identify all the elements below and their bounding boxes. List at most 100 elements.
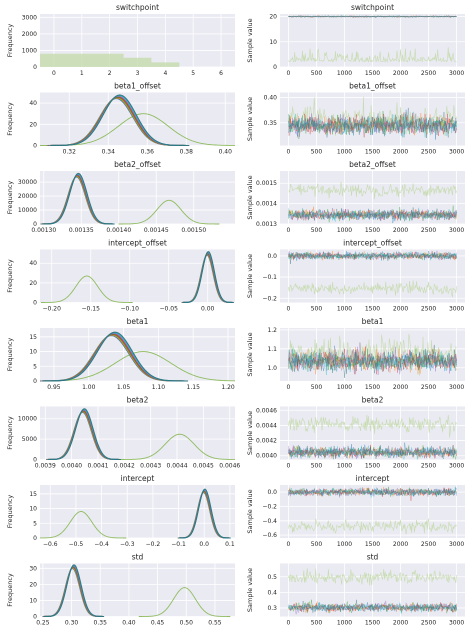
intercept-trace-title: intercept (356, 474, 390, 483)
x-tick-label: 5 (191, 70, 195, 77)
std-trace-ylabel: Sample value (246, 568, 254, 612)
x-tick-label: 2500 (421, 70, 436, 77)
switchpoint-trace-ylabel: Sample value (246, 18, 254, 62)
switchpoint-trace-lines (288, 14, 457, 63)
kde-chain-6 (182, 251, 234, 304)
beta1-density-axes-bg (40, 328, 235, 381)
trace-outlier-chain (288, 568, 457, 586)
intercept-density-title: intercept (121, 474, 155, 483)
trace-chain-6 (288, 486, 457, 497)
beta2_offset-trace-lines (288, 181, 457, 224)
x-tick-label: 0 (286, 149, 290, 156)
switchpoint-trace-title: switchpoint (351, 3, 394, 12)
y-tick-label: 1000 (22, 47, 37, 54)
x-tick-label: 0.35 (94, 620, 108, 627)
x-tick-label: 3 (136, 70, 140, 77)
x-tick-label: 2500 (421, 541, 436, 548)
x-tick-label: 0.40 (122, 620, 136, 627)
kde-outlier-chain (118, 199, 220, 225)
beta2-trace-ylabel: Sample value (246, 411, 254, 455)
y-tick-label: 15 (29, 491, 37, 498)
x-tick-label: 2000 (393, 620, 408, 627)
beta2-density-ylabel: Frequency (6, 416, 14, 450)
x-tick-label: 0.25 (36, 620, 50, 627)
kde-chain-6 (41, 331, 189, 382)
x-tick-label: 3000 (449, 70, 464, 77)
std-density-axes-bg (40, 563, 235, 617)
x-tick-label: 1500 (365, 463, 380, 470)
x-tick-label: −0.10 (121, 306, 140, 313)
x-tick-label: 2000 (393, 384, 408, 391)
x-tick-label: 0.45 (151, 620, 165, 627)
x-tick-label: 3000 (449, 384, 464, 391)
x-tick-label: 6 (219, 70, 223, 77)
y-tick-label: 0.3 (267, 605, 277, 612)
x-tick-label: 4 (163, 70, 167, 77)
kde-outlier-chain (118, 433, 235, 460)
x-tick-label: 500 (311, 463, 323, 470)
intercept_offset-density-axes-bg (40, 249, 235, 303)
kde-outlier-chain (40, 275, 133, 303)
x-tick-label: 1000 (337, 541, 352, 548)
trace-chain-6 (288, 107, 457, 139)
row-switchpoint: 0 1 2 3 4 5 60100020003000switchpointFrequency… (6, 3, 465, 77)
beta2-trace-lines (288, 414, 457, 460)
x-tick-label: 0.38 (180, 149, 194, 156)
beta1_offset-density-title: beta1_offset (114, 82, 161, 91)
x-tick-label: 2000 (393, 227, 408, 234)
kde-chain-6 (42, 172, 115, 225)
x-tick-label: 0 (286, 541, 290, 548)
x-tick-label: 1000 (337, 306, 352, 313)
x-tick-label: 1000 (337, 384, 352, 391)
row-std: 0.25 0.30 0.35 0.40 0.45 0.50 0.550102030stdFr… (6, 553, 465, 627)
x-tick-label: 1000 (337, 463, 352, 470)
std-density-title: std (132, 553, 144, 562)
y-tick-label: 10 (29, 506, 37, 513)
x-tick-label: 1000 (337, 149, 352, 156)
x-tick-label: 0.0045 (193, 463, 214, 470)
x-tick-label: 0.0040 (61, 463, 82, 470)
trace-chain-6 (288, 444, 457, 460)
y-tick-label: 0.0044 (256, 422, 277, 429)
beta1-density-ylabel: Frequency (6, 338, 14, 372)
beta2-density-axes-bg (40, 406, 235, 460)
x-tick-label: 0.40 (219, 149, 233, 156)
beta2-trace-plot: 0 500 1000 1500 2000 2500 3000 0.0040 0.0042 0.00… (246, 396, 465, 470)
y-tick-label: 10000 (18, 207, 37, 214)
x-tick-label: 2000 (393, 149, 408, 156)
x-tick-label: 500 (311, 541, 323, 548)
std-density-ylabel: Frequency (6, 573, 14, 607)
x-tick-label: 0 (286, 70, 290, 77)
beta2-density-plot: 0.0039 0.0040 0.0041 0.0042 0.0043 0.0044 0.00… (6, 396, 240, 470)
kde-chain-6 (178, 488, 231, 539)
x-tick-label: 3000 (449, 541, 464, 548)
trace-chain-5 (288, 111, 457, 138)
y-tick-label: 0 (33, 221, 37, 228)
std-trace-plot: 0 500 1000 1500 2000 2500 3000 0.3 0.4 0.5 std Samp… (246, 553, 465, 627)
x-tick-label: 0.0 (199, 541, 209, 548)
trace-outlier-chain (288, 181, 457, 200)
kde-outlier-chain (40, 511, 127, 539)
row-beta2_offset: 0.00130 0.00135 0.00140 0.00145 0.0015001000… (6, 160, 465, 234)
x-tick-label: 0.0041 (87, 463, 108, 470)
beta2_offset-density-ylabel: Frequency (6, 181, 14, 215)
trace-outlier-chain (288, 280, 457, 298)
x-tick-label: 0 (286, 306, 290, 313)
x-tick-label: 0.55 (208, 620, 222, 627)
trace-chain-5 (288, 602, 457, 614)
x-tick-label: −0.4 (94, 541, 109, 548)
x-tick-label: 0.00135 (69, 227, 94, 234)
y-tick-label: 30 (29, 565, 37, 572)
x-tick-label: 2 (108, 70, 112, 77)
histogram-bar (40, 53, 124, 67)
intercept-trace-lines (288, 486, 457, 535)
x-tick-label: 1.10 (152, 384, 166, 391)
trace-chain-4 (288, 487, 457, 498)
beta1_offset-density-plot: 0.32 0.34 0.36 0.38 0.40 0 20 40 beta1_offset Fre… (6, 82, 236, 156)
y-tick-label: 0.0013 (256, 221, 277, 228)
beta2_offset-density-plot: 0.00130 0.00135 0.00140 0.00145 0.00150 0 1000… (6, 160, 235, 234)
intercept-trace-ylabel: Sample value (246, 489, 254, 533)
y-tick-label: 0 (33, 143, 37, 150)
trace-chain-6 (288, 207, 457, 222)
